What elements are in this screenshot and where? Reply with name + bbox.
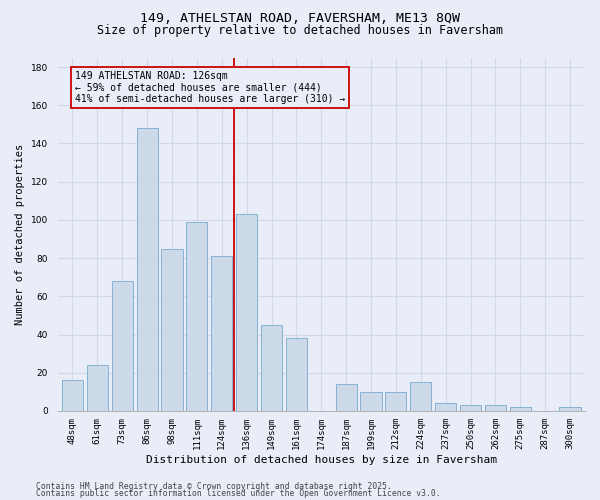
Bar [485, 405, 506, 411]
X-axis label: Distribution of detached houses by size in Faversham: Distribution of detached houses by size … [146, 455, 497, 465]
Bar [410, 382, 431, 411]
Text: Contains public sector information licensed under the Open Government Licence v3: Contains public sector information licen… [36, 489, 440, 498]
Bar [361, 392, 382, 411]
Bar [112, 281, 133, 411]
Text: Size of property relative to detached houses in Faversham: Size of property relative to detached ho… [97, 24, 503, 37]
Bar [286, 338, 307, 411]
Bar [211, 256, 232, 411]
Y-axis label: Number of detached properties: Number of detached properties [15, 144, 25, 325]
Bar [385, 392, 406, 411]
Text: 149 ATHELSTAN ROAD: 126sqm
← 59% of detached houses are smaller (444)
41% of sem: 149 ATHELSTAN ROAD: 126sqm ← 59% of deta… [75, 71, 345, 104]
Bar [335, 384, 357, 411]
Bar [161, 248, 182, 411]
Bar [460, 405, 481, 411]
Bar [236, 214, 257, 411]
Bar [559, 407, 581, 411]
Bar [137, 128, 158, 411]
Bar [510, 407, 531, 411]
Bar [87, 365, 108, 411]
Text: 149, ATHELSTAN ROAD, FAVERSHAM, ME13 8QW: 149, ATHELSTAN ROAD, FAVERSHAM, ME13 8QW [140, 12, 460, 26]
Bar [62, 380, 83, 411]
Bar [261, 325, 282, 411]
Text: Contains HM Land Registry data © Crown copyright and database right 2025.: Contains HM Land Registry data © Crown c… [36, 482, 392, 491]
Bar [186, 222, 208, 411]
Bar [435, 404, 456, 411]
